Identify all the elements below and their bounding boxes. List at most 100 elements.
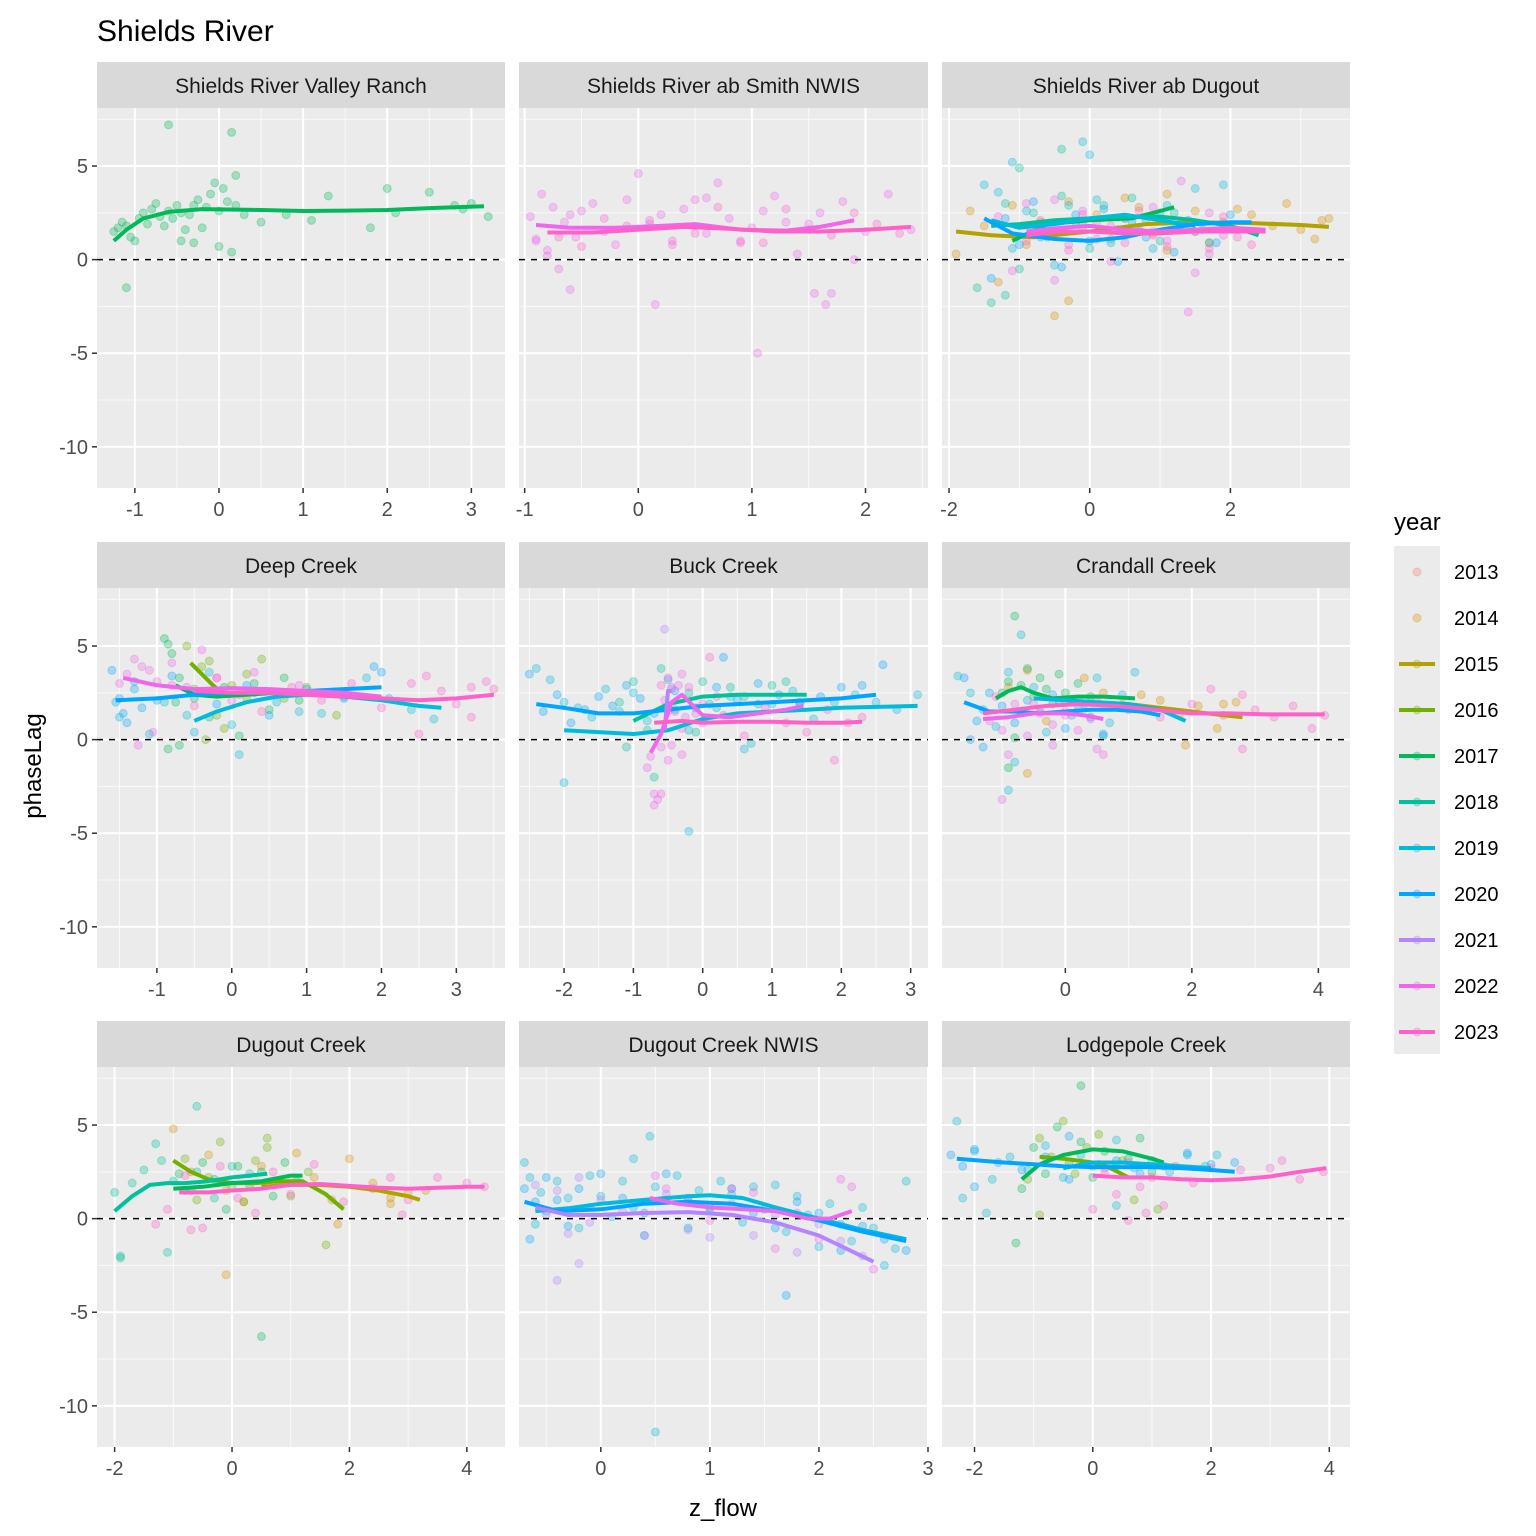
facet-strip: [942, 62, 1350, 108]
data-point-2014: [333, 1219, 343, 1229]
data-point-2021: [639, 1230, 649, 1240]
data-point-2017: [159, 221, 169, 231]
legend-label: 2023: [1454, 1022, 1499, 1044]
data-point-2018: [1000, 290, 1010, 300]
data-point-2019: [628, 688, 638, 698]
data-point-2022: [724, 213, 734, 223]
data-point-2023: [215, 1161, 225, 1171]
data-point-2022: [770, 191, 780, 201]
data-point-2018: [1085, 243, 1095, 253]
data-point-2022: [137, 662, 147, 672]
data-point-2022: [565, 285, 575, 295]
data-point-2019: [317, 708, 327, 718]
data-point-2018: [767, 680, 777, 690]
data-point-2019: [629, 1154, 639, 1164]
data-point-2022: [684, 682, 694, 692]
legend-item-2015: 2015: [1399, 654, 1499, 676]
data-point-2022: [212, 673, 222, 683]
smooth-line-2019: [563, 703, 918, 736]
data-point-2023: [421, 671, 431, 681]
data-point-2020: [727, 1184, 737, 1194]
facet-strip-label: Shields River ab Dugout: [1033, 75, 1260, 98]
x-tick-label: 0: [595, 1458, 606, 1480]
x-tick-label: 0: [697, 979, 708, 1001]
panel-background: [942, 1067, 1350, 1447]
data-point-2014: [1007, 200, 1017, 210]
data-point-2019: [1182, 1150, 1192, 1160]
data-point-2014: [1064, 197, 1074, 207]
x-tick-label: -1: [126, 499, 144, 521]
data-point-2022: [565, 210, 575, 220]
x-tick-label: -2: [106, 1458, 124, 1480]
data-point-2019: [545, 675, 555, 685]
data-point-2020: [552, 690, 562, 700]
facet-strip: [942, 542, 1350, 588]
data-point-2017: [483, 212, 493, 222]
data-point-2022: [679, 204, 689, 214]
data-point-2022: [642, 763, 652, 773]
data-point-2022: [1204, 208, 1214, 218]
facet-panel: Crandall Creek 0 2 4: [942, 542, 1350, 1001]
x-tick-label: -1: [148, 979, 166, 1001]
data-point-2023: [1307, 723, 1317, 733]
data-point-2017: [1052, 1122, 1062, 1132]
data-point-2020: [997, 701, 1007, 711]
data-point-2019: [953, 671, 963, 681]
data-point-2019: [958, 1193, 968, 1203]
x-tick-label: -2: [940, 499, 958, 521]
data-point-2022: [677, 669, 687, 679]
data-point-2020: [901, 1245, 911, 1255]
data-point-2022: [548, 202, 558, 212]
data-point-2020: [712, 682, 722, 692]
smooth-line-2023: [982, 702, 1325, 717]
data-point-2014: [1079, 673, 1089, 683]
data-point-2019: [879, 1260, 889, 1270]
data-point-2020: [566, 718, 576, 728]
data-point-2020: [1099, 204, 1109, 214]
data-point-2022: [294, 680, 304, 690]
data-point-2020: [621, 680, 631, 690]
data-point-2021: [552, 1186, 562, 1196]
y-tick-label: 0: [77, 730, 88, 752]
facet-panel: Lodgepole Creek -2 0 2 4: [942, 1021, 1350, 1480]
data-point-2019: [645, 1131, 655, 1141]
data-point-2020: [719, 652, 728, 662]
data-point-2016: [197, 662, 207, 672]
data-point-2023: [286, 1189, 296, 1199]
legend-title: year: [1394, 509, 1441, 536]
data-point-2014: [256, 1161, 266, 1171]
data-point-2022: [588, 198, 598, 208]
data-point-2022: [838, 197, 848, 207]
data-point-2014: [965, 206, 975, 216]
legend-point-key: [1412, 705, 1422, 715]
panel-background: [97, 108, 505, 488]
legend-label: 2019: [1454, 838, 1499, 860]
data-point-2017: [280, 1157, 290, 1167]
data-point-2022: [826, 288, 836, 298]
data-point-2017: [214, 242, 224, 252]
data-point-2022: [1092, 744, 1102, 754]
data-point-2021: [792, 1247, 802, 1257]
data-point-2019: [189, 727, 199, 737]
data-point-2019: [650, 1427, 660, 1437]
data-point-2016: [1058, 1116, 1068, 1126]
data-point-2017: [159, 634, 169, 644]
legend-label: 2020: [1454, 884, 1499, 906]
data-point-2017: [239, 210, 249, 220]
data-point-2019: [672, 1171, 682, 1181]
x-tick-label: -2: [966, 1458, 984, 1480]
data-point-2020: [1182, 1148, 1192, 1158]
data-point-2021: [748, 1230, 758, 1240]
data-point-2017: [1003, 763, 1013, 773]
data-point-2017: [1003, 677, 1013, 687]
data-point-2023: [162, 1204, 172, 1214]
data-point-2017: [197, 223, 207, 233]
data-point-2017: [1135, 1133, 1145, 1143]
data-point-2017: [294, 695, 304, 705]
data-point-2023: [576, 242, 586, 252]
facet-strip-label: Buck Creek: [669, 555, 778, 578]
data-point-2023: [406, 678, 416, 688]
data-point-2022: [656, 789, 666, 799]
data-point-2019: [552, 1176, 562, 1186]
smooth-line-2015: [955, 220, 1330, 240]
